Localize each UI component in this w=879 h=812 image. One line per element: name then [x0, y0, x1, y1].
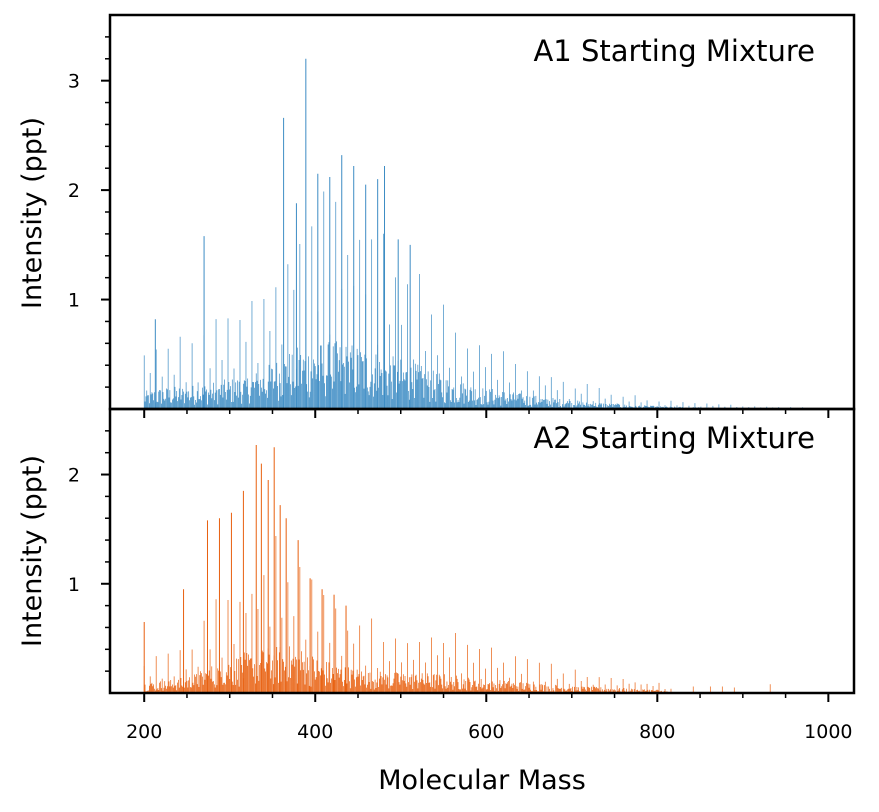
a2-ytick-label-0: 1 — [68, 574, 80, 596]
x-axis-label: Molecular Mass — [378, 765, 586, 796]
a2-bars — [143, 445, 771, 693]
a2-ticks: 1 2 200 400 600 800 1000 — [68, 430, 853, 743]
panel-a2: 1 2 200 400 600 800 1000 A2 Starting Mixture I… — [17, 407, 856, 796]
a1-ticks: 1 2 3 — [68, 36, 830, 418]
a2-xtick-label-4: 1000 — [804, 721, 852, 743]
a1-ytick-label-1: 2 — [68, 180, 80, 202]
a1-plot-frame — [108, 13, 856, 411]
a1-ylabel: Intensity (ppt) — [17, 117, 48, 309]
a2-spectrum-lines — [143, 535, 771, 693]
a1-ytick-label-2: 3 — [68, 71, 80, 93]
a1-bars — [143, 58, 812, 409]
a1-ytick-label-0: 1 — [68, 290, 80, 312]
a2-ylabel: Intensity (ppt) — [17, 455, 48, 647]
a2-xtick-label-1: 400 — [297, 721, 333, 743]
a1-spectrum-lines — [143, 191, 812, 409]
a2-xtick-label-2: 600 — [468, 721, 504, 743]
a2-ytick-label-1: 2 — [68, 465, 80, 487]
a1-annotation: A1 Starting Mixture — [533, 34, 815, 68]
a2-plot-frame — [108, 407, 856, 695]
a2-xtick-label-3: 800 — [639, 721, 675, 743]
panel-a1: 1 2 3 A1 Starting Mixture Intensity (ppt) — [17, 13, 856, 418]
a2-xtick-label-0: 200 — [126, 721, 162, 743]
a2-annotation: A2 Starting Mixture — [533, 421, 815, 455]
